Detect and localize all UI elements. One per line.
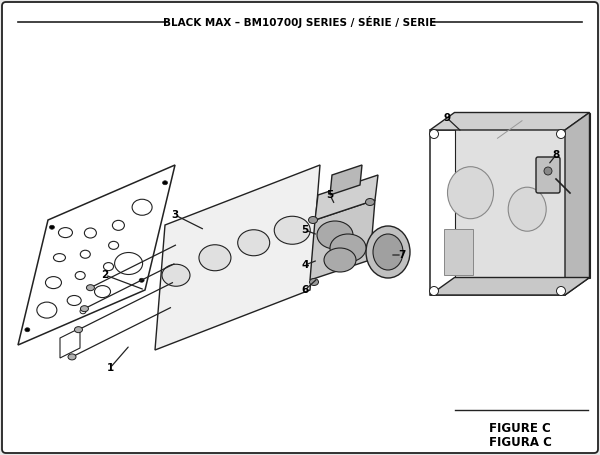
Ellipse shape xyxy=(366,226,410,278)
Ellipse shape xyxy=(308,217,317,223)
Ellipse shape xyxy=(544,167,552,175)
Polygon shape xyxy=(430,112,589,130)
Polygon shape xyxy=(310,200,375,280)
Ellipse shape xyxy=(373,234,403,270)
FancyBboxPatch shape xyxy=(536,157,560,193)
Ellipse shape xyxy=(80,306,88,312)
Ellipse shape xyxy=(85,228,97,238)
Ellipse shape xyxy=(365,198,374,206)
Polygon shape xyxy=(430,278,589,295)
Ellipse shape xyxy=(37,302,57,318)
Ellipse shape xyxy=(58,228,73,238)
Ellipse shape xyxy=(53,253,65,262)
Ellipse shape xyxy=(67,295,81,305)
FancyBboxPatch shape xyxy=(443,229,473,275)
Ellipse shape xyxy=(199,245,231,271)
Ellipse shape xyxy=(238,230,270,256)
Text: 2: 2 xyxy=(101,270,109,280)
Ellipse shape xyxy=(557,287,566,295)
Text: 5: 5 xyxy=(301,225,308,235)
Ellipse shape xyxy=(310,278,319,285)
Ellipse shape xyxy=(25,328,30,332)
Ellipse shape xyxy=(46,277,61,288)
Ellipse shape xyxy=(95,286,110,298)
Ellipse shape xyxy=(330,234,366,262)
Ellipse shape xyxy=(75,272,85,279)
Polygon shape xyxy=(430,130,565,295)
Polygon shape xyxy=(18,165,175,345)
Polygon shape xyxy=(330,165,362,195)
Text: 5: 5 xyxy=(326,190,334,200)
Polygon shape xyxy=(60,328,80,358)
Text: BLACK MAX – BM10700J SERIES / SÉRIE / SERIE: BLACK MAX – BM10700J SERIES / SÉRIE / SE… xyxy=(163,16,437,28)
Ellipse shape xyxy=(80,309,86,314)
Ellipse shape xyxy=(104,263,113,271)
Text: 8: 8 xyxy=(553,150,560,160)
Ellipse shape xyxy=(557,130,566,138)
Text: 7: 7 xyxy=(398,250,406,260)
Text: FIGURA C: FIGURA C xyxy=(488,435,551,449)
Ellipse shape xyxy=(68,354,76,360)
Text: 6: 6 xyxy=(301,285,308,295)
Ellipse shape xyxy=(80,250,91,258)
Ellipse shape xyxy=(49,225,55,229)
Polygon shape xyxy=(565,112,589,295)
Polygon shape xyxy=(155,165,320,350)
Ellipse shape xyxy=(508,187,546,231)
Polygon shape xyxy=(455,112,589,278)
Ellipse shape xyxy=(132,199,152,215)
Ellipse shape xyxy=(163,181,167,185)
Ellipse shape xyxy=(86,285,94,291)
Ellipse shape xyxy=(317,221,353,249)
Ellipse shape xyxy=(430,287,439,295)
Text: 1: 1 xyxy=(106,363,113,373)
Text: FIGURE C: FIGURE C xyxy=(489,421,551,435)
Ellipse shape xyxy=(139,278,144,282)
Ellipse shape xyxy=(162,264,190,286)
Ellipse shape xyxy=(324,248,356,272)
Ellipse shape xyxy=(112,220,124,230)
Ellipse shape xyxy=(430,130,439,138)
Text: 3: 3 xyxy=(172,210,179,220)
Ellipse shape xyxy=(109,241,119,249)
Ellipse shape xyxy=(74,327,82,333)
Text: 9: 9 xyxy=(443,113,451,123)
Ellipse shape xyxy=(274,216,310,244)
Ellipse shape xyxy=(115,253,143,274)
Text: 4: 4 xyxy=(301,260,308,270)
Polygon shape xyxy=(315,175,378,220)
Ellipse shape xyxy=(448,167,493,219)
